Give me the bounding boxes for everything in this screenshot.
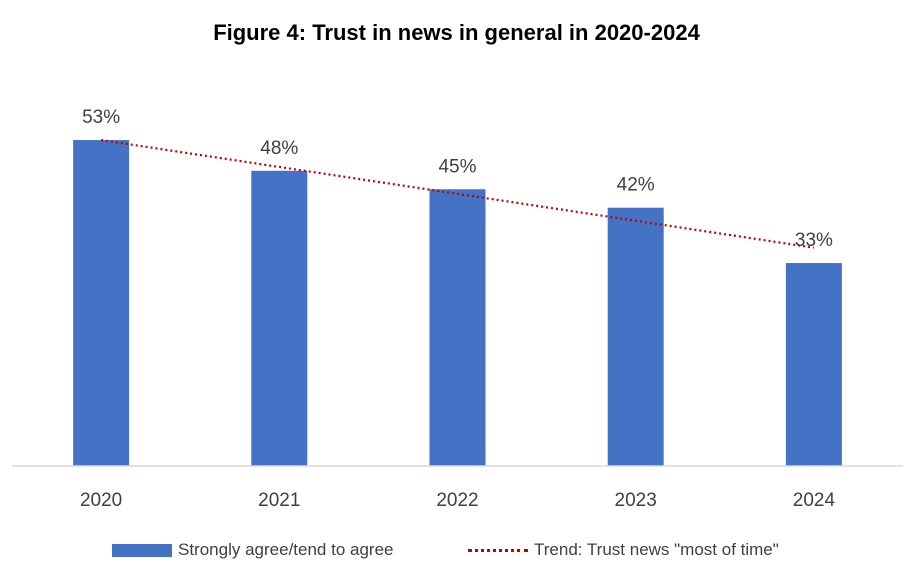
chart-legend: Strongly agree/tend to agree Trend: Trus… bbox=[0, 538, 913, 562]
bar-2021 bbox=[251, 170, 308, 467]
legend-label-trend: Trend: Trust news "most of time" bbox=[534, 540, 779, 559]
bar-2023 bbox=[607, 207, 664, 466]
bar-2020 bbox=[73, 140, 130, 467]
trend-line bbox=[100, 138, 815, 249]
x-tick-label-2023: 2023 bbox=[615, 490, 657, 511]
x-tick-label-2020: 2020 bbox=[80, 490, 122, 511]
x-tick-label-2022: 2022 bbox=[436, 490, 478, 511]
legend-item-trend: Trend: Trust news "most of time" bbox=[468, 538, 779, 562]
legend-swatch-bars bbox=[112, 543, 172, 557]
bar-2024 bbox=[785, 263, 842, 466]
data-label-2022: 45% bbox=[438, 156, 476, 177]
legend-label-bars: Strongly agree/tend to agree bbox=[178, 540, 394, 559]
x-tick-label-2021: 2021 bbox=[258, 490, 300, 511]
data-label-2023: 42% bbox=[617, 175, 655, 196]
data-label-2024: 33% bbox=[795, 230, 833, 251]
legend-swatch-trend bbox=[468, 548, 528, 552]
legend-item-bars: Strongly agree/tend to agree bbox=[112, 538, 393, 562]
data-label-2020: 53% bbox=[82, 107, 120, 128]
data-label-2021: 48% bbox=[260, 138, 298, 159]
bar-2022 bbox=[429, 189, 486, 466]
chart-title: Figure 4: Trust in news in general in 20… bbox=[213, 20, 700, 45]
x-tick-label-2024: 2024 bbox=[793, 490, 836, 511]
